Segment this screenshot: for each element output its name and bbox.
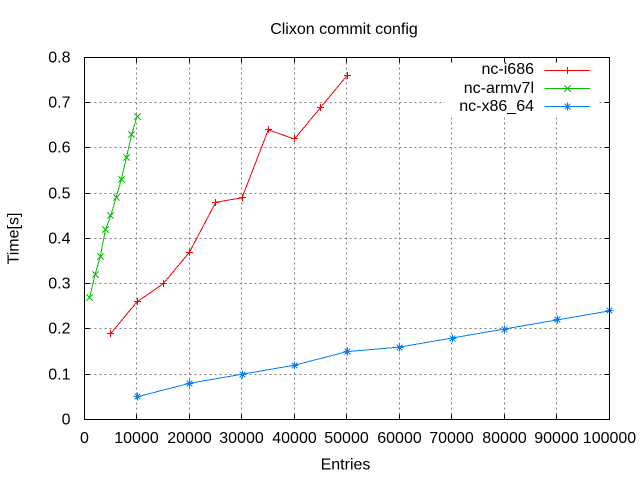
svg-text:Clixon commit config: Clixon commit config <box>270 21 418 38</box>
svg-text:0.2: 0.2 <box>48 321 70 338</box>
svg-text:30000: 30000 <box>219 430 264 447</box>
svg-text:Time[s]: Time[s] <box>5 213 22 265</box>
svg-text:0.1: 0.1 <box>48 367 70 384</box>
svg-text:20000: 20000 <box>167 430 212 447</box>
svg-text:nc-x86_64: nc-x86_64 <box>459 98 534 115</box>
svg-text:80000: 80000 <box>482 430 527 447</box>
svg-text:100000: 100000 <box>583 430 636 447</box>
svg-text:0.8: 0.8 <box>48 50 70 67</box>
svg-text:10000: 10000 <box>114 430 159 447</box>
svg-text:0.3: 0.3 <box>48 276 70 293</box>
svg-text:50000: 50000 <box>324 430 369 447</box>
svg-text:40000: 40000 <box>272 430 317 447</box>
svg-text:90000: 90000 <box>534 430 579 447</box>
svg-text:0.4: 0.4 <box>48 231 70 248</box>
svg-text:0.6: 0.6 <box>48 140 70 157</box>
svg-text:0.5: 0.5 <box>48 186 70 203</box>
svg-text:0: 0 <box>62 412 71 429</box>
svg-text:Entries: Entries <box>321 457 371 474</box>
svg-text:60000: 60000 <box>377 430 422 447</box>
svg-text:70000: 70000 <box>429 430 474 447</box>
svg-text:nc-armv7l: nc-armv7l <box>464 80 534 97</box>
svg-text:nc-i686: nc-i686 <box>482 61 535 78</box>
svg-text:0.7: 0.7 <box>48 95 70 112</box>
svg-text:0: 0 <box>80 430 89 447</box>
